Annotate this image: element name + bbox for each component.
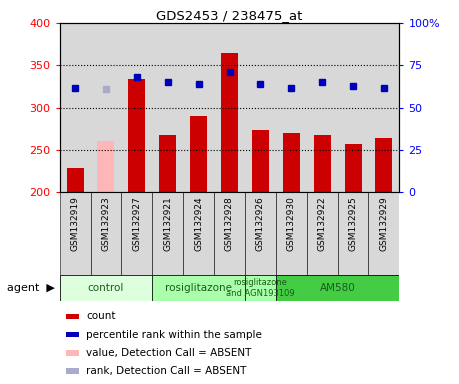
Text: GSM132925: GSM132925 (348, 196, 358, 251)
Bar (129, 79, 146, 192)
Text: rosiglitazone: rosiglitazone (165, 283, 232, 293)
Text: GSM132930: GSM132930 (287, 196, 296, 251)
Text: GSM132919: GSM132919 (71, 196, 79, 251)
Text: GSM132926: GSM132926 (256, 196, 265, 251)
Bar (159, 134, 176, 192)
Bar (375, 138, 392, 192)
Bar (152, 275, 245, 301)
Bar (67, 314, 79, 319)
Bar (67, 168, 84, 192)
Bar (337, 192, 369, 275)
Bar (67, 332, 79, 337)
Bar (152, 23, 183, 192)
Text: count: count (86, 311, 116, 321)
Bar (307, 23, 337, 192)
Bar (245, 192, 276, 275)
Bar (221, 53, 238, 192)
Bar (122, 192, 152, 275)
Bar (369, 192, 399, 275)
Text: GSM132921: GSM132921 (163, 196, 172, 251)
Text: percentile rank within the sample: percentile rank within the sample (86, 329, 262, 339)
Bar (60, 275, 152, 301)
Text: GSM132924: GSM132924 (194, 196, 203, 251)
Bar (152, 192, 183, 275)
Bar (245, 23, 276, 192)
Bar (60, 192, 90, 275)
Bar (252, 130, 269, 192)
Bar (67, 368, 79, 374)
Bar (345, 144, 362, 192)
Bar (190, 116, 207, 192)
Bar (183, 192, 214, 275)
Text: GSM132922: GSM132922 (318, 196, 327, 251)
Text: GSM132929: GSM132929 (380, 196, 388, 251)
Text: AM580: AM580 (320, 283, 355, 293)
Bar (369, 23, 399, 192)
Bar (214, 23, 245, 192)
Bar (307, 192, 337, 275)
Text: rank, Detection Call = ABSENT: rank, Detection Call = ABSENT (86, 366, 246, 376)
Bar (313, 136, 330, 192)
Bar (60, 23, 90, 192)
Bar (276, 23, 307, 192)
Bar (337, 23, 369, 192)
Bar (214, 192, 245, 275)
Bar (122, 23, 152, 192)
Text: value, Detection Call = ABSENT: value, Detection Call = ABSENT (86, 348, 252, 358)
Bar (276, 192, 307, 275)
Bar (276, 275, 399, 301)
Bar (245, 275, 276, 301)
Bar (183, 23, 214, 192)
Text: rosiglitazone
and AGN193109: rosiglitazone and AGN193109 (226, 278, 295, 298)
Text: control: control (88, 283, 124, 293)
Text: GSM132928: GSM132928 (225, 196, 234, 251)
Bar (90, 23, 122, 192)
Text: GSM132927: GSM132927 (132, 196, 141, 251)
Bar (283, 133, 300, 192)
Title: GDS2453 / 238475_at: GDS2453 / 238475_at (157, 9, 302, 22)
Bar (67, 350, 79, 356)
Text: GSM132923: GSM132923 (101, 196, 111, 251)
Text: agent  ▶: agent ▶ (7, 283, 55, 293)
Bar (90, 192, 122, 275)
Bar (97, 141, 114, 192)
